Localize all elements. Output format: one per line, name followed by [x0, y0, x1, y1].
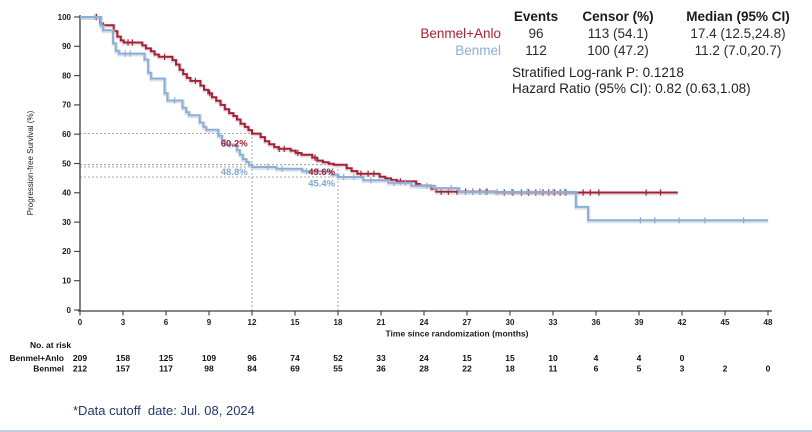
x-tick-label-33: 33: [549, 318, 558, 327]
x-tick-label-9: 9: [207, 318, 212, 327]
risk-value: 22: [462, 364, 472, 374]
risk-value: 96: [247, 353, 257, 363]
risk-value: 5: [637, 364, 642, 374]
x-axis-title: Time since randomization (months): [386, 329, 529, 339]
risk-value: 2: [723, 364, 728, 374]
stats-header-censor: Censor (%): [582, 9, 654, 24]
censor-benmel: 100 (47.2): [587, 43, 649, 58]
median-benmel: 11.2 (7.0,20.7): [694, 43, 782, 58]
annotation-60.2%: 60.2%: [221, 139, 248, 150]
y-tick-label-30: 30: [62, 218, 71, 227]
y-tick-label-60: 60: [62, 130, 71, 139]
stats-header-empty: [405, 9, 505, 25]
risk-value: 4: [594, 353, 599, 363]
y-axis-title: Progression-free Survival (%): [26, 110, 35, 215]
censor-benmel-anlo: 113 (54.1): [587, 26, 649, 41]
x-tick-label-24: 24: [420, 318, 429, 327]
y-tick-label-90: 90: [62, 42, 71, 51]
risk-row-label-0: Benmel+Anlo: [9, 353, 64, 363]
y-tick-label-40: 40: [62, 189, 71, 198]
risk-value: 6: [594, 364, 599, 374]
x-tick-label-0: 0: [78, 318, 83, 327]
risk-value: 157: [116, 364, 130, 374]
x-tick-label-36: 36: [592, 318, 601, 327]
risk-value: 52: [333, 353, 343, 363]
risk-value: 28: [419, 364, 429, 374]
risk-value: 15: [505, 353, 515, 363]
x-tick-label-48: 48: [764, 318, 773, 327]
stats-panel: Events Censor (%) Median (95% CI) Benmel…: [405, 9, 807, 97]
risk-value: 24: [419, 353, 429, 363]
risk-value: 98: [204, 364, 214, 374]
legend-label-benmel: Benmel: [455, 43, 501, 58]
y-tick-label-70: 70: [62, 101, 71, 110]
risk-value: 55: [333, 364, 343, 374]
legend-label-benmel-anlo: Benmel+Anlo: [420, 26, 501, 41]
y-tick-label-10: 10: [62, 277, 71, 286]
annotation-48.8%: 48.8%: [221, 167, 248, 178]
risk-value: 84: [247, 364, 257, 374]
risk-value: 209: [73, 353, 87, 363]
bottom-divider: [0, 430, 812, 432]
stats-table: Events Censor (%) Median (95% CI) Benmel…: [405, 9, 807, 59]
x-tick-label-45: 45: [721, 318, 730, 327]
risk-table-title: No. at risk: [30, 340, 71, 350]
risk-value: 74: [290, 353, 300, 363]
hazard-ratio-line: Hazard Ratio (95% CI): 0.82 (0.63,1.08): [512, 81, 751, 96]
km-chart: 0 10 20 30 40 50 60 70 80 90 100 0 3 6 9 12 15 18 21 24 27 30…: [9, 13, 773, 374]
risk-value: 0: [680, 353, 685, 363]
risk-value: 0: [766, 364, 771, 374]
median-benmel-anlo: 17.4 (12.5,24.8): [690, 26, 786, 41]
y-tick-label-80: 80: [62, 71, 71, 80]
x-tick-label-3: 3: [121, 318, 126, 327]
y-tick-label-20: 20: [62, 247, 71, 256]
risk-value: 18: [505, 364, 515, 374]
x-tick-label-42: 42: [678, 318, 687, 327]
risk-value: 109: [202, 353, 216, 363]
y-tick-label-0: 0: [67, 306, 72, 315]
risk-value: 36: [376, 364, 386, 374]
x-tick-label-21: 21: [377, 318, 386, 327]
annotation-45.4%: 45.4%: [308, 178, 335, 189]
risk-value: 4: [637, 353, 642, 363]
risk-value: 212: [73, 364, 87, 374]
logrank-p-line: Stratified Log-rank P: 0.1218: [512, 65, 684, 80]
risk-value: 125: [159, 353, 173, 363]
y-tick-label-50: 50: [62, 159, 71, 168]
stats-header-events: Events: [513, 9, 559, 24]
risk-value: 117: [159, 364, 173, 374]
risk-value: 69: [290, 364, 300, 374]
risk-value: 3: [680, 364, 685, 374]
risk-value: 11: [548, 364, 557, 374]
data-cutoff-footnote: *Data cutoff date: Jul. 08, 2024: [73, 403, 255, 418]
y-tick-label-100: 100: [58, 13, 72, 22]
events-benmel-anlo: 96: [528, 26, 544, 41]
stats-header-median: Median (95% CI): [686, 9, 790, 24]
risk-row-label-1: Benmel: [33, 364, 64, 374]
x-tick-label-18: 18: [334, 318, 343, 327]
risk-value: 158: [116, 353, 130, 363]
annotation-49.6%: 49.6%: [308, 167, 335, 178]
series-curve-benmel: [80, 16, 768, 222]
x-tick-label-6: 6: [164, 318, 169, 327]
events-benmel: 112: [525, 43, 547, 58]
x-tick-label-15: 15: [291, 318, 300, 327]
risk-value: 15: [462, 353, 472, 363]
x-tick-label-12: 12: [248, 318, 257, 327]
x-tick-label-27: 27: [463, 318, 472, 327]
risk-value: 10: [548, 353, 558, 363]
x-tick-label-39: 39: [635, 318, 644, 327]
risk-value: 33: [376, 353, 386, 363]
x-tick-label-30: 30: [506, 318, 515, 327]
